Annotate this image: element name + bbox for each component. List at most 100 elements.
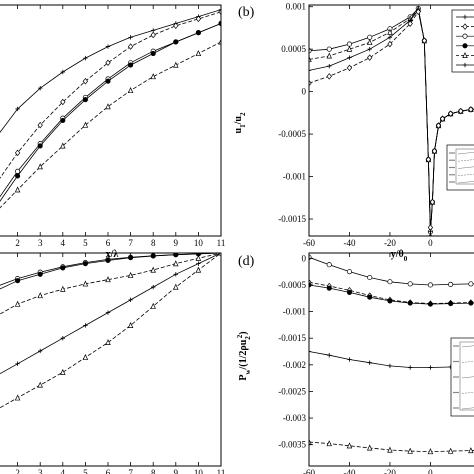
data-point (150, 31, 156, 39)
data-point (439, 115, 446, 123)
x-tick-label: -20 (384, 468, 396, 474)
data-point (60, 69, 65, 75)
plot-frame (308, 4, 474, 237)
y-tick-label: -0.0025 (278, 386, 306, 396)
data-point (407, 447, 413, 454)
x-tick-label: 10 (194, 238, 204, 248)
data-point (195, 50, 202, 57)
y-tick-label: 0.001 (286, 2, 306, 12)
data-point (195, 254, 202, 261)
data-point (37, 271, 43, 277)
y-tick-label: -0.002 (283, 360, 306, 370)
data-point (37, 121, 43, 129)
data-point (327, 63, 332, 69)
data-point (309, 438, 312, 445)
data-point (415, 8, 421, 16)
data-point (105, 257, 111, 264)
data-point (407, 300, 413, 306)
data-point (425, 156, 432, 163)
y-tick-label: -0.0015 (278, 333, 306, 343)
data-point (468, 447, 474, 454)
inset-plot (450, 337, 474, 417)
data-point (173, 39, 179, 45)
data-point (347, 357, 352, 362)
y-tick-label: 0.0005 (281, 44, 306, 54)
data-point (327, 353, 332, 358)
data-point (218, 38, 221, 45)
data-point (82, 353, 89, 360)
data-point (346, 45, 353, 52)
data-point (105, 59, 111, 67)
x-tick-label: 2 (15, 238, 20, 248)
data-point (326, 262, 332, 268)
data-point (448, 281, 454, 287)
data-point (151, 284, 156, 290)
data-point (105, 103, 111, 110)
data-point (15, 278, 21, 284)
x-tick-label: -40 (343, 468, 355, 474)
data-point (458, 107, 464, 115)
data-point (37, 163, 43, 170)
series-5 (0, 38, 221, 209)
data-point (387, 279, 393, 285)
panel-label: (d) (238, 254, 255, 269)
data-point (195, 266, 202, 273)
inset-plot (446, 144, 474, 191)
data-point (427, 224, 434, 231)
x-tick-label: 3 (38, 238, 43, 248)
data-point (173, 22, 179, 30)
data-point (346, 289, 353, 295)
y-tick-label: 0 (302, 253, 307, 263)
y-tick-label: -0.0005 (278, 280, 306, 290)
series-4 (309, 349, 474, 370)
data-point (448, 301, 454, 307)
y-tick-label: -0.003 (283, 413, 307, 423)
y-tick-label: 0 (302, 87, 307, 97)
y-tick-label: -0.0035 (278, 440, 306, 450)
data-point (346, 41, 353, 47)
x-tick-label: 10 (194, 468, 204, 474)
chart-panel-2: -60 -40 -20 0 0.001 0.0005 0 -0.0005 -0.001 -0.00… (233, 2, 474, 263)
y-tick-label: -0.001 (283, 172, 306, 182)
data-point (429, 198, 436, 206)
data-point (218, 253, 221, 256)
data-point (218, 20, 221, 27)
data-point (387, 35, 393, 40)
data-point (105, 78, 111, 84)
series-line (0, 9, 221, 134)
series-line (309, 284, 474, 305)
data-point (127, 271, 134, 278)
data-point (15, 173, 21, 179)
data-point (218, 7, 221, 12)
x-tick-label: 11 (217, 238, 226, 248)
series-2 (0, 8, 221, 179)
data-point (309, 55, 312, 62)
data-point (105, 339, 111, 346)
x-tick-label: 7 (128, 468, 133, 474)
data-point (60, 336, 65, 341)
data-point (407, 365, 413, 370)
data-point (218, 8, 221, 16)
data-point (127, 321, 134, 328)
data-point (468, 106, 474, 113)
x-tick-label: 4 (61, 238, 66, 248)
x-tick-label: 4 (61, 468, 66, 474)
data-point (15, 168, 21, 174)
series-line (309, 7, 474, 232)
chart-panel-1: 2 3 4 5 6 7 8 9 10 11 x/λ (0, 4, 226, 260)
x-tick-label: -20 (384, 238, 396, 248)
data-point (37, 292, 43, 299)
x-tick-label: 6 (106, 238, 111, 248)
data-point (346, 442, 353, 449)
data-point (309, 68, 312, 73)
data-point (387, 298, 393, 304)
x-tick-label: 3 (38, 468, 43, 474)
chart-panel-3: 2 3 4 5 6 7 8 9 10 11 x/λ (0, 252, 225, 474)
data-point (60, 368, 66, 375)
data-point (128, 62, 134, 68)
x-tick-label: 0 (428, 468, 433, 474)
data-point (387, 446, 393, 453)
data-point (367, 54, 373, 61)
x-tick-label: 8 (151, 468, 156, 474)
